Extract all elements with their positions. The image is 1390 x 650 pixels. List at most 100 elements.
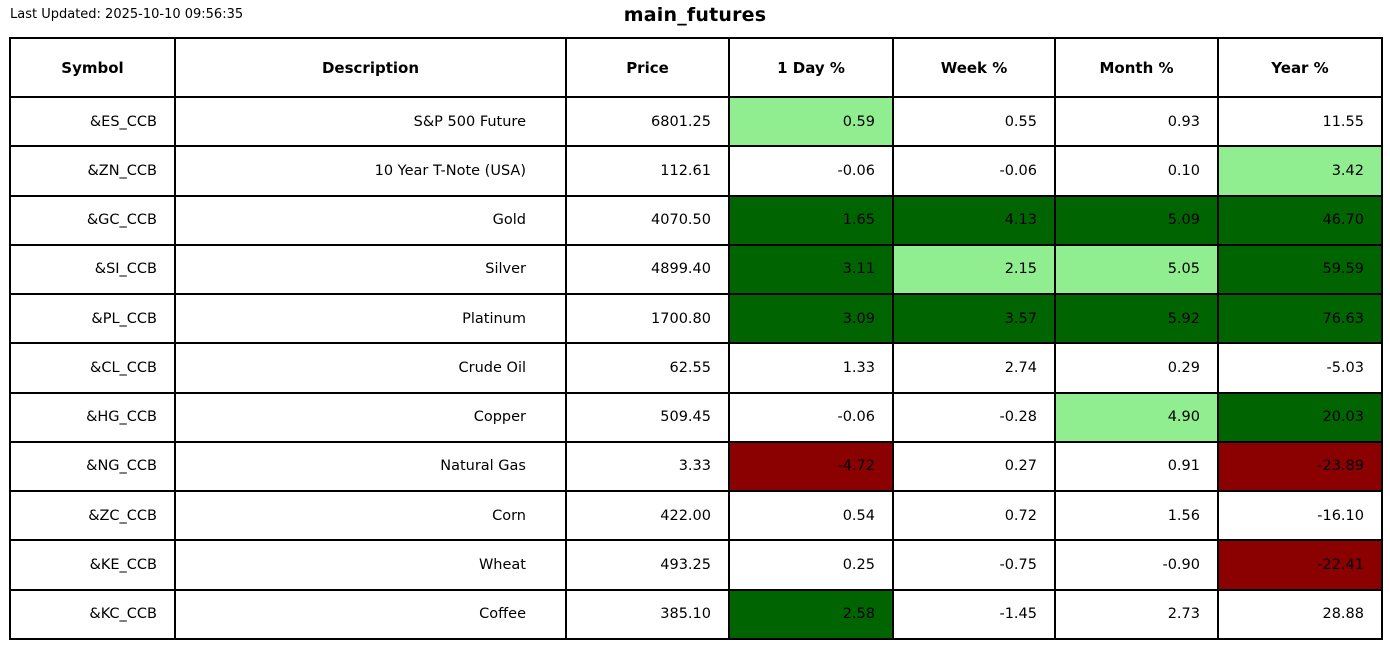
day-pct-cell: 3.11 xyxy=(728,243,894,296)
table-header-row: Symbol Description Price 1 Day % Week % … xyxy=(9,37,1383,98)
month-pct-cell: 0.93 xyxy=(1054,95,1219,148)
table-row: &PL_CCB Platinum 1700.80 3.09 3.57 5.92 76.63 xyxy=(9,293,1383,345)
week-pct-cell: -1.45 xyxy=(892,588,1056,641)
column-header-year-pct: Year % xyxy=(1217,37,1383,98)
table-row: &ES_CCB S&P 500 Future 6801.25 0.59 0.55 0.93… xyxy=(9,95,1383,148)
price-cell: 112.61 xyxy=(565,145,730,197)
day-pct-cell: 0.54 xyxy=(728,490,894,542)
day-pct-cell: 1.65 xyxy=(728,194,894,246)
year-pct-cell: -5.03 xyxy=(1217,342,1383,394)
column-header-month-pct: Month % xyxy=(1054,37,1219,98)
table-body: &ES_CCB S&P 500 Future 6801.25 0.59 0.55 0.93… xyxy=(9,95,1383,641)
table-row: &GC_CCB Gold 4070.50 1.65 4.13 5.09 46.70 xyxy=(9,194,1383,246)
month-pct-cell: 2.73 xyxy=(1054,588,1219,641)
table-row: &ZC_CCB Corn 422.00 0.54 0.72 1.56 -16.10 xyxy=(9,490,1383,542)
week-pct-cell: 0.55 xyxy=(892,95,1056,148)
day-pct-cell: -0.06 xyxy=(728,391,894,443)
page-title: main_futures xyxy=(623,4,767,26)
week-pct-cell: -0.06 xyxy=(892,145,1056,197)
symbol-cell: &ES_CCB xyxy=(9,95,176,148)
description-cell: Crude Oil xyxy=(174,342,567,394)
price-cell: 385.10 xyxy=(565,588,730,641)
day-pct-cell: 1.33 xyxy=(728,342,894,394)
week-pct-cell: -0.28 xyxy=(892,391,1056,443)
month-pct-cell: 1.56 xyxy=(1054,490,1219,542)
symbol-cell: &SI_CCB xyxy=(9,243,176,296)
day-pct-cell: 3.09 xyxy=(728,293,894,345)
description-cell: S&P 500 Future xyxy=(174,95,567,148)
description-cell: Coffee xyxy=(174,588,567,641)
description-cell: Natural Gas xyxy=(174,440,567,493)
price-cell: 422.00 xyxy=(565,490,730,542)
table-row: &ZN_CCB 10 Year T-Note (USA) 112.61 -0.06 -0… xyxy=(9,145,1383,197)
year-pct-cell: 3.42 xyxy=(1217,145,1383,197)
symbol-cell: &NG_CCB xyxy=(9,440,176,493)
description-cell: Wheat xyxy=(174,539,567,591)
week-pct-cell: -0.75 xyxy=(892,539,1056,591)
year-pct-cell: 76.63 xyxy=(1217,293,1383,345)
year-pct-cell: -23.89 xyxy=(1217,440,1383,493)
description-cell: Silver xyxy=(174,243,567,296)
column-header-symbol: Symbol xyxy=(9,37,176,98)
day-pct-cell: -4.72 xyxy=(728,440,894,493)
day-pct-cell: 0.25 xyxy=(728,539,894,591)
table-row: &SI_CCB Silver 4899.40 3.11 2.15 5.05 59.59 xyxy=(9,243,1383,296)
year-pct-cell: 46.70 xyxy=(1217,194,1383,246)
year-pct-cell: 11.55 xyxy=(1217,95,1383,148)
price-cell: 4070.50 xyxy=(565,194,730,246)
table-row: &HG_CCB Copper 509.45 -0.06 -0.28 4.90 20.03 xyxy=(9,391,1383,443)
month-pct-cell: 4.90 xyxy=(1054,391,1219,443)
symbol-cell: &PL_CCB xyxy=(9,293,176,345)
year-pct-cell: 28.88 xyxy=(1217,588,1383,641)
year-pct-cell: 20.03 xyxy=(1217,391,1383,443)
futures-table: Symbol Description Price 1 Day % Week % … xyxy=(9,37,1383,641)
week-pct-cell: 0.72 xyxy=(892,490,1056,542)
year-pct-cell: -22.41 xyxy=(1217,539,1383,591)
table-row: &KC_CCB Coffee 385.10 2.58 -1.45 2.73 28.88 xyxy=(9,588,1383,641)
symbol-cell: &KC_CCB xyxy=(9,588,176,641)
table-row: &CL_CCB Crude Oil 62.55 1.33 2.74 0.29 -5.03 xyxy=(9,342,1383,394)
description-cell: Copper xyxy=(174,391,567,443)
month-pct-cell: -0.90 xyxy=(1054,539,1219,591)
price-cell: 62.55 xyxy=(565,342,730,394)
column-header-price: Price xyxy=(565,37,730,98)
last-updated-text: Last Updated: 2025-10-10 09:56:35 xyxy=(10,7,244,22)
column-header-week-pct: Week % xyxy=(892,37,1056,98)
price-cell: 509.45 xyxy=(565,391,730,443)
description-cell: 10 Year T-Note (USA) xyxy=(174,145,567,197)
column-header-description: Description xyxy=(174,37,567,98)
description-cell: Corn xyxy=(174,490,567,542)
table-row: &KE_CCB Wheat 493.25 0.25 -0.75 -0.90 -22.41 xyxy=(9,539,1383,591)
symbol-cell: &ZN_CCB xyxy=(9,145,176,197)
price-cell: 4899.40 xyxy=(565,243,730,296)
week-pct-cell: 4.13 xyxy=(892,194,1056,246)
day-pct-cell: -0.06 xyxy=(728,145,894,197)
month-pct-cell: 5.05 xyxy=(1054,243,1219,296)
description-cell: Gold xyxy=(174,194,567,246)
month-pct-cell: 5.09 xyxy=(1054,194,1219,246)
year-pct-cell: -16.10 xyxy=(1217,490,1383,542)
day-pct-cell: 2.58 xyxy=(728,588,894,641)
month-pct-cell: 0.29 xyxy=(1054,342,1219,394)
symbol-cell: &GC_CCB xyxy=(9,194,176,246)
week-pct-cell: 3.57 xyxy=(892,293,1056,345)
table-row: &NG_CCB Natural Gas 3.33 -4.72 0.27 0.91 -23.8… xyxy=(9,440,1383,493)
symbol-cell: &CL_CCB xyxy=(9,342,176,394)
week-pct-cell: 2.15 xyxy=(892,243,1056,296)
week-pct-cell: 2.74 xyxy=(892,342,1056,394)
price-cell: 1700.80 xyxy=(565,293,730,345)
price-cell: 493.25 xyxy=(565,539,730,591)
symbol-cell: &ZC_CCB xyxy=(9,490,176,542)
month-pct-cell: 0.10 xyxy=(1054,145,1219,197)
month-pct-cell: 0.91 xyxy=(1054,440,1219,493)
price-cell: 3.33 xyxy=(565,440,730,493)
price-cell: 6801.25 xyxy=(565,95,730,148)
column-header-1day-pct: 1 Day % xyxy=(728,37,894,98)
month-pct-cell: 5.92 xyxy=(1054,293,1219,345)
year-pct-cell: 59.59 xyxy=(1217,243,1383,296)
day-pct-cell: 0.59 xyxy=(728,95,894,148)
symbol-cell: &HG_CCB xyxy=(9,391,176,443)
week-pct-cell: 0.27 xyxy=(892,440,1056,493)
symbol-cell: &KE_CCB xyxy=(9,539,176,591)
description-cell: Platinum xyxy=(174,293,567,345)
